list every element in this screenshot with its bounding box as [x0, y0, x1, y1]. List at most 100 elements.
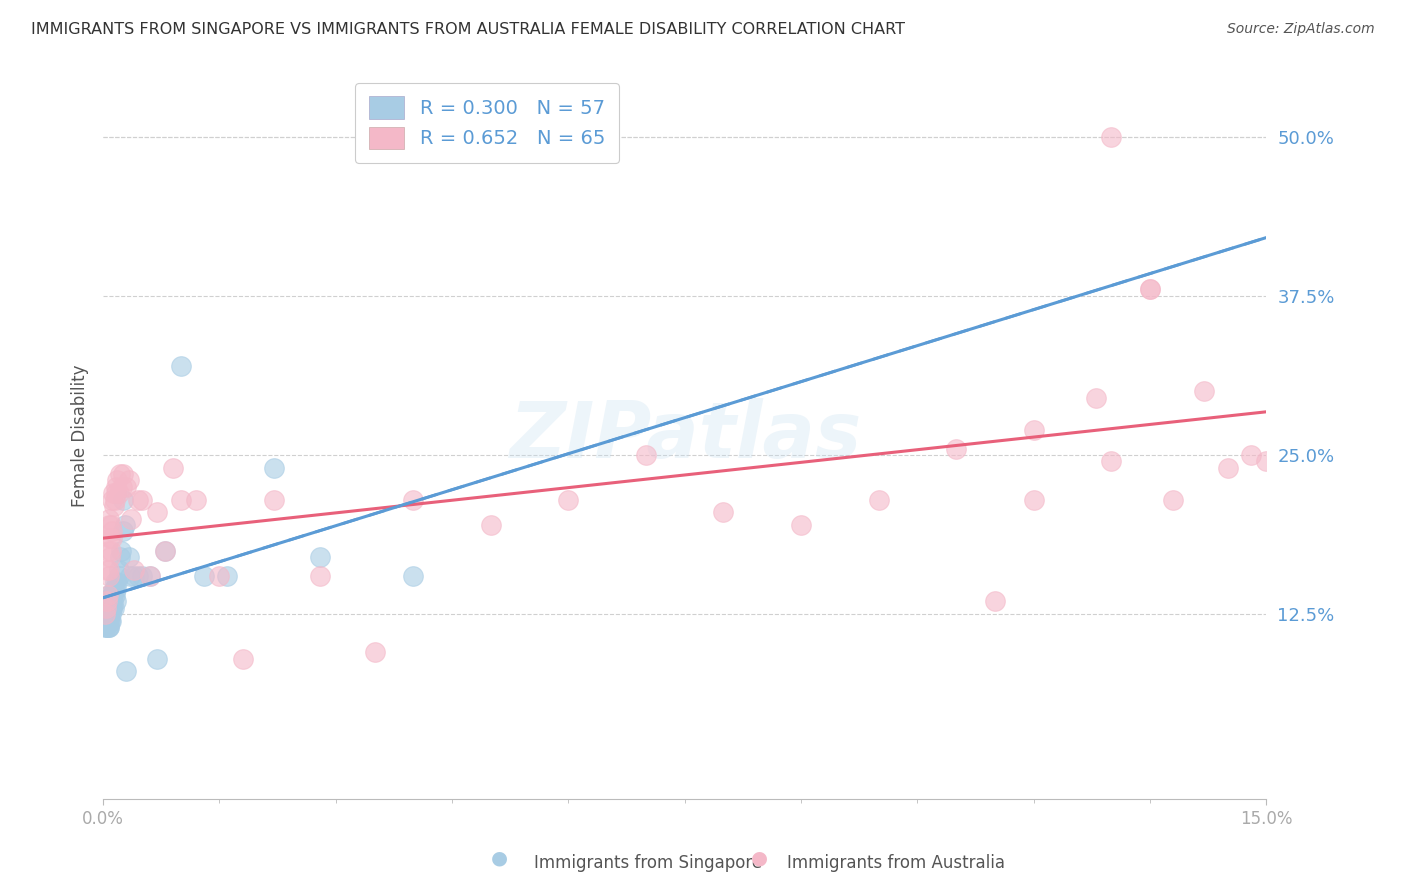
Point	[363, 645, 385, 659]
Point	[97, 607, 120, 622]
Point	[103, 588, 125, 602]
Point	[96, 594, 118, 608]
Point	[101, 524, 124, 539]
Point	[170, 492, 193, 507]
Point	[112, 492, 135, 507]
Point	[97, 620, 120, 634]
Point	[93, 620, 115, 634]
Point	[100, 543, 122, 558]
Point	[104, 594, 127, 608]
Point	[1216, 460, 1239, 475]
Text: ●: ●	[751, 848, 768, 867]
Point	[98, 563, 121, 577]
Point	[153, 543, 176, 558]
Point	[170, 359, 193, 373]
Point	[103, 499, 125, 513]
Point	[232, 652, 254, 666]
Legend: R = 0.300   N = 57, R = 0.652   N = 65: R = 0.300 N = 57, R = 0.652 N = 65	[356, 83, 619, 162]
Text: ●: ●	[491, 848, 508, 867]
Point	[110, 543, 132, 558]
Point	[402, 569, 425, 583]
Point	[97, 543, 120, 558]
Point	[127, 492, 149, 507]
Text: Immigrants from Singapore: Immigrants from Singapore	[534, 855, 762, 872]
Point	[98, 531, 121, 545]
Point	[96, 614, 118, 628]
Point	[112, 467, 135, 482]
Point	[98, 600, 121, 615]
Point	[96, 600, 118, 615]
Point	[111, 480, 134, 494]
Point	[713, 505, 735, 519]
Point	[263, 492, 285, 507]
Point	[98, 620, 121, 634]
Point	[97, 614, 120, 628]
Point	[94, 614, 117, 628]
Point	[309, 569, 332, 583]
Point	[107, 563, 129, 577]
Point	[120, 569, 142, 583]
Point	[402, 492, 425, 507]
Point	[1022, 492, 1045, 507]
Point	[96, 607, 118, 622]
Point	[105, 480, 128, 494]
Point	[97, 588, 120, 602]
Point	[146, 652, 169, 666]
Point	[984, 594, 1007, 608]
Point	[557, 492, 579, 507]
Point	[309, 549, 332, 564]
Point	[118, 474, 141, 488]
Point	[100, 600, 122, 615]
Point	[162, 460, 184, 475]
Point	[100, 600, 122, 615]
Text: ZIPatlas: ZIPatlas	[509, 398, 860, 474]
Point	[100, 518, 122, 533]
Point	[208, 569, 231, 583]
Point	[104, 575, 127, 590]
Point	[138, 569, 160, 583]
Point	[108, 467, 131, 482]
Point	[1099, 129, 1122, 144]
Point	[96, 600, 118, 615]
Point	[790, 518, 813, 533]
Text: Immigrants from Australia: Immigrants from Australia	[787, 855, 1005, 872]
Point	[100, 607, 122, 622]
Point	[105, 582, 128, 596]
Point	[1084, 391, 1107, 405]
Point	[103, 594, 125, 608]
Point	[94, 607, 117, 622]
Point	[103, 486, 125, 500]
Point	[1256, 454, 1278, 468]
Point	[122, 563, 145, 577]
Point	[127, 569, 149, 583]
Point	[868, 492, 890, 507]
Point	[100, 588, 122, 602]
Point	[131, 492, 153, 507]
Point	[98, 511, 121, 525]
Point	[120, 511, 142, 525]
Point	[98, 600, 121, 615]
Point	[138, 569, 160, 583]
Point	[186, 492, 208, 507]
Point	[217, 569, 239, 583]
Point	[100, 614, 122, 628]
Point	[100, 531, 122, 545]
Point	[122, 569, 145, 583]
Point	[108, 569, 131, 583]
Point	[100, 492, 122, 507]
Point	[97, 569, 120, 583]
Point	[98, 594, 121, 608]
Point	[1161, 492, 1184, 507]
Point	[1022, 423, 1045, 437]
Point	[1139, 283, 1161, 297]
Point	[479, 518, 502, 533]
Point	[103, 582, 125, 596]
Point	[111, 524, 134, 539]
Point	[146, 505, 169, 519]
Point	[1139, 283, 1161, 297]
Point	[105, 474, 128, 488]
Point	[115, 480, 138, 494]
Point	[131, 569, 153, 583]
Point	[101, 588, 124, 602]
Point	[97, 588, 120, 602]
